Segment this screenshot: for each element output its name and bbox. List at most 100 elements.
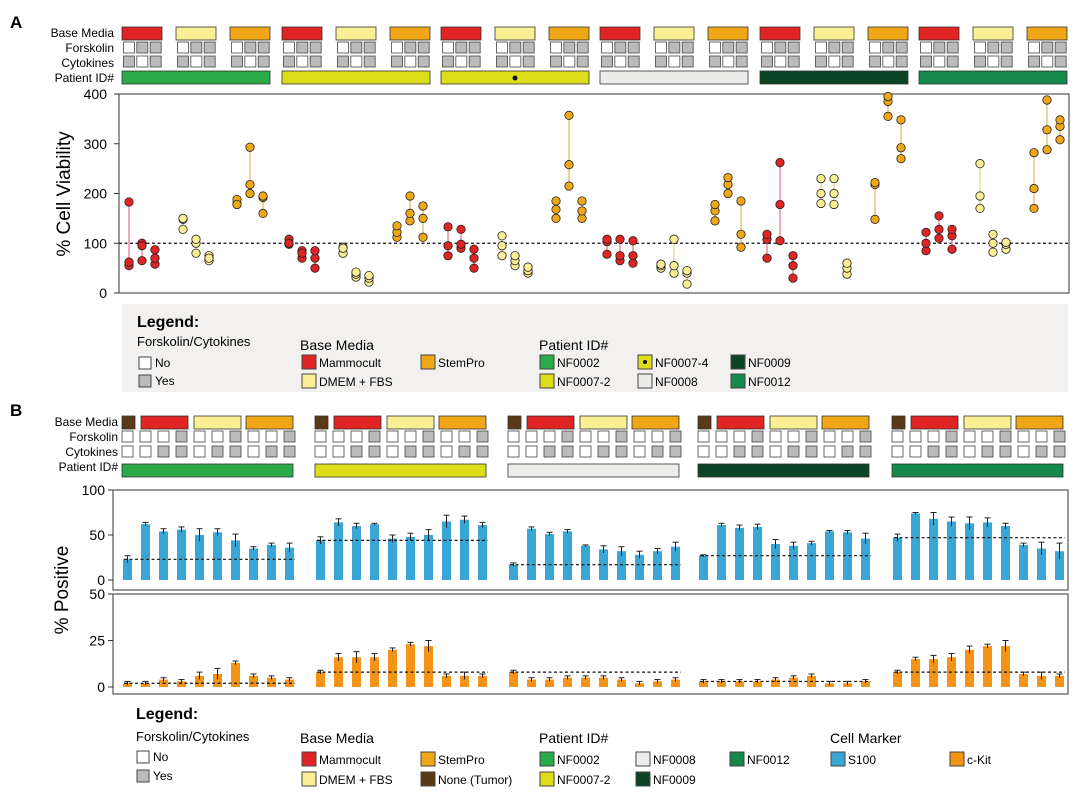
b-row-label-patient: Patient ID#: [59, 460, 119, 474]
a-data-point: [1029, 148, 1039, 158]
a-data-point: [258, 191, 268, 201]
b-legend-p1-swatch: [539, 751, 555, 767]
b-ckit-bar: [983, 646, 992, 687]
b-ckit-bar: [177, 681, 186, 687]
a-data-point: [418, 201, 428, 211]
a-legend-p3: NF0007-4: [655, 356, 709, 370]
a-data-point: [150, 245, 160, 255]
a-cytokines-box: [337, 55, 349, 68]
b-base-media-box: [140, 415, 189, 430]
a-data-point: [443, 222, 453, 232]
a-data-point: [297, 248, 307, 258]
a-row-label-forskolin: Forskolin: [65, 41, 114, 55]
a-data-point: [788, 261, 798, 271]
a-cytokines-box: [391, 55, 403, 68]
b-legend-p2: NF0007-2: [557, 773, 611, 787]
a-cytokines-box: [296, 55, 309, 68]
b-cytokines-box: [211, 445, 224, 458]
a-forskolin-box: [946, 41, 959, 54]
a-base-media-box: [867, 26, 909, 41]
a-forskolin-box: [417, 41, 430, 54]
b-ckit-bar: [478, 675, 487, 687]
a-cytokines-box: [627, 55, 640, 68]
a-patient-marker-dot: [512, 75, 518, 81]
a-data-point: [469, 244, 479, 254]
a-forskolin-box: [787, 41, 800, 54]
b-ckit-bar: [195, 675, 204, 687]
a-data-point: [1042, 125, 1052, 135]
b-s100-bar: [929, 518, 938, 580]
a-cytokines-box: [496, 55, 508, 68]
a-patient-bar: [759, 70, 909, 85]
b-s100-bar: [617, 551, 626, 580]
a-row-label-base: Base Media: [51, 26, 115, 40]
a-cytokines-box: [244, 55, 257, 68]
a-y-tick-label: 300: [84, 136, 108, 152]
b-s100-bar: [195, 535, 204, 580]
a-legend-p5: NF0009: [748, 356, 791, 370]
a-data-point: [150, 253, 160, 263]
b-cytokines-box: [945, 445, 958, 458]
a-forskolin-box: [735, 41, 748, 54]
a-data-point: [988, 238, 998, 248]
b-forskolin-box: [193, 430, 206, 443]
b-legend-p4-swatch: [635, 751, 651, 767]
a-forskolin-box: [722, 41, 735, 54]
a-y-tick-label: 100: [84, 235, 108, 251]
b-forskolin-box: [368, 430, 381, 443]
a-data-point: [1055, 115, 1065, 125]
a-forskolin-box: [668, 41, 681, 54]
a-data-point: [245, 142, 255, 152]
b-ckit-bar: [1019, 673, 1028, 687]
a-forskolin-box: [177, 41, 189, 54]
b-forskolin-box: [633, 430, 646, 443]
a-data-point: [137, 256, 147, 266]
a-cytokines-box: [468, 55, 481, 68]
b-cytokines-box: [507, 445, 520, 458]
b-cytokines-box: [458, 445, 471, 458]
b-forskolin-box: [579, 430, 592, 443]
b-forskolin-box: [769, 430, 782, 443]
a-legend-p1-swatch: [539, 354, 555, 370]
b-patient-bar: [697, 463, 870, 478]
a-data-point: [392, 221, 402, 231]
b-cytokines-box: [715, 445, 728, 458]
a-forskolin-box: [601, 41, 613, 54]
a-data-point: [1042, 145, 1052, 155]
b-s100-bar: [159, 531, 168, 580]
b-forskolin-box: [841, 430, 854, 443]
b-legend-ckit: c-Kit: [967, 753, 992, 767]
a-forskolin-box: [563, 41, 576, 54]
b-s100-bar: [735, 527, 744, 580]
b-forskolin-box: [332, 430, 345, 443]
a-cytokines-box: [681, 55, 694, 68]
a-data-point: [523, 262, 533, 272]
a-data-point: [628, 236, 638, 246]
a-data-point: [975, 203, 985, 214]
b-s100-bar: [699, 555, 708, 580]
b-cytokines-box: [787, 445, 800, 458]
b-cytokines-box: [841, 445, 854, 458]
b-forskolin-box: [787, 430, 800, 443]
a-data-point: [497, 241, 507, 251]
a-cytokines-box: [920, 55, 932, 68]
b-base-media-box: [438, 415, 487, 430]
a-forskolin-box: [496, 41, 508, 54]
a-legend-fc-title: Forskolin/Cytokines: [137, 334, 251, 349]
a-forskolin-box: [974, 41, 986, 54]
a-cytokines-box: [774, 55, 787, 68]
a-cytokines-box: [123, 55, 135, 68]
b-cytokines-box: [733, 445, 746, 458]
b-ckit-bar: [509, 672, 518, 687]
b-legend-dmem-swatch: [301, 771, 317, 787]
a-data-point: [669, 234, 679, 244]
b-cytokines-box: [525, 445, 538, 458]
b-s100-bar: [753, 526, 762, 580]
b-cytokines-box: [615, 445, 628, 458]
a-forskolin-box: [614, 41, 627, 54]
a-data-point: [775, 158, 785, 168]
a-data-point: [934, 211, 944, 221]
b-legend-ckit-swatch: [949, 751, 965, 767]
b-base-media-box: [891, 415, 906, 430]
a-cytokines-box: [177, 55, 189, 68]
